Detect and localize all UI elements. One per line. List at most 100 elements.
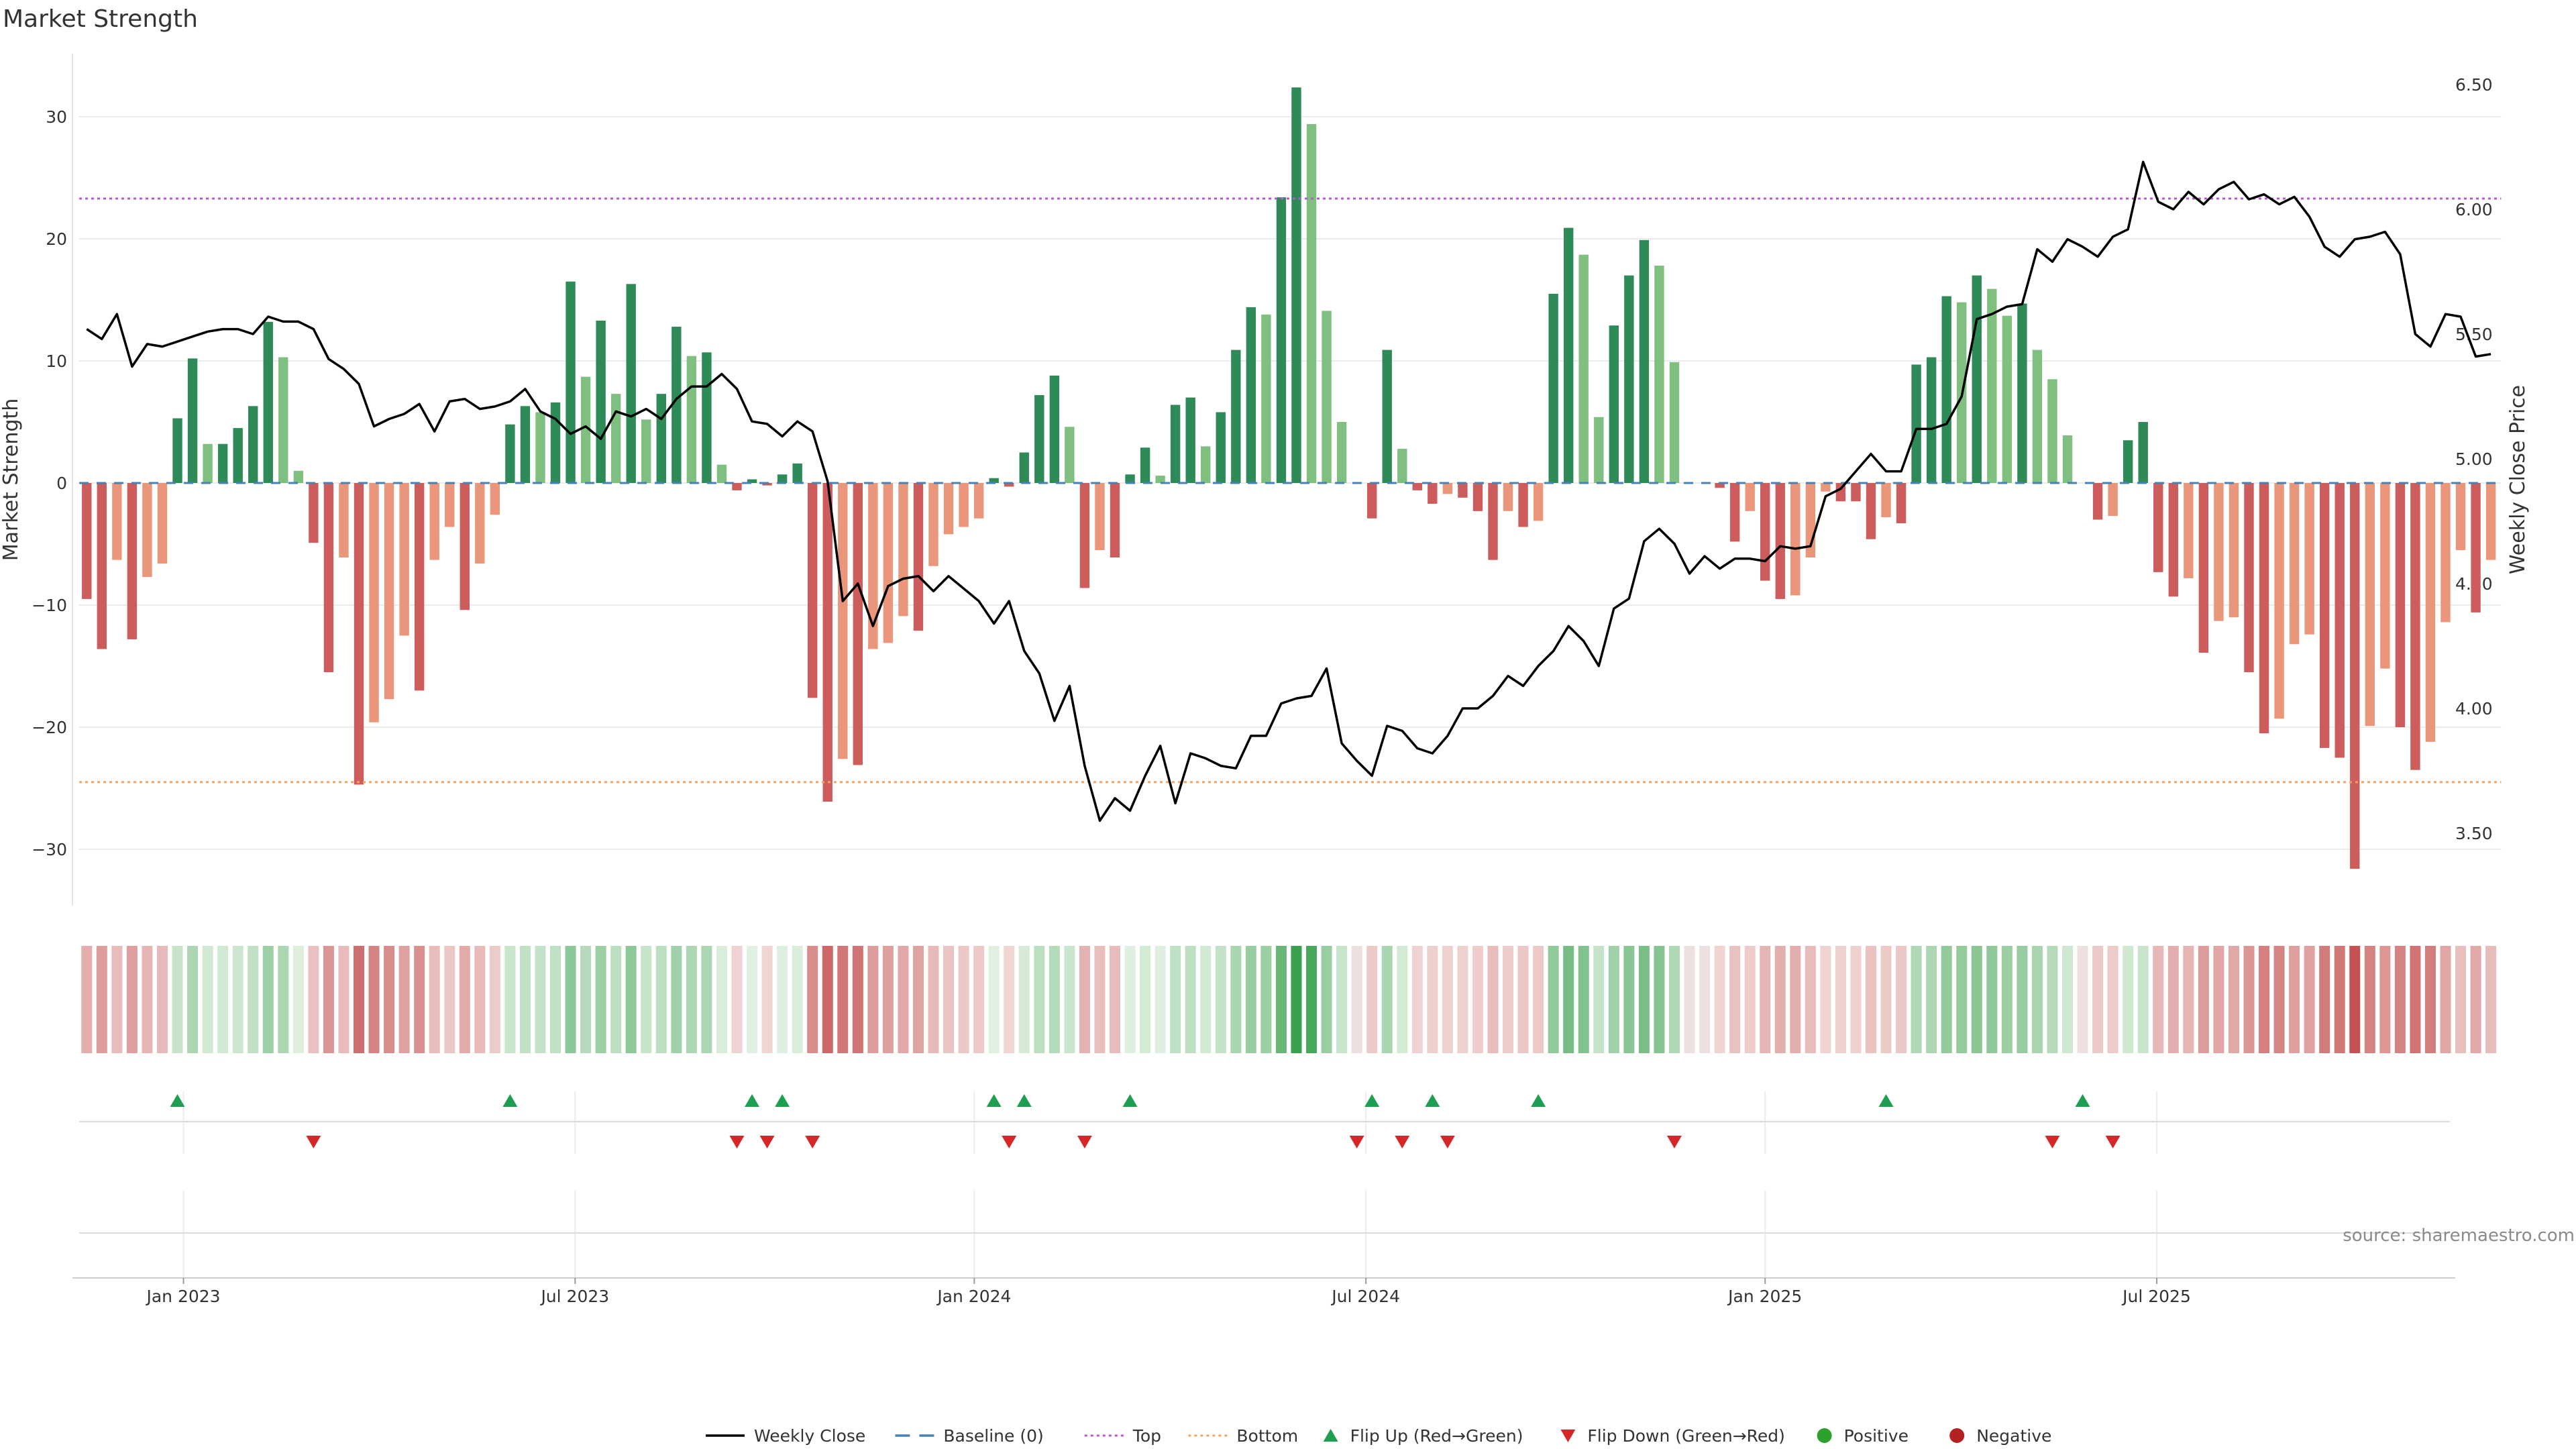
heat-cell — [414, 946, 425, 1053]
heat-cell — [1381, 946, 1393, 1053]
heat-cell — [2107, 946, 2118, 1053]
strength-bar — [1972, 275, 1982, 483]
flip-up-marker — [1122, 1094, 1138, 1107]
heat-cell — [2031, 946, 2043, 1053]
flip-up-marker — [986, 1094, 1002, 1107]
strength-bar — [747, 479, 757, 483]
strength-bar — [1201, 446, 1211, 483]
strength-bar — [1170, 405, 1181, 483]
strength-bar — [672, 327, 682, 483]
strength-bar — [2153, 483, 2163, 572]
heat-cell — [2379, 946, 2391, 1053]
heat-cell — [1941, 946, 1952, 1053]
strength-bar — [656, 394, 666, 483]
legend-label: Positive — [1844, 1426, 1909, 1446]
heat-cell — [852, 946, 863, 1053]
right-tick-label: 5.50 — [2455, 325, 2493, 344]
flip-down-marker — [1002, 1136, 1017, 1148]
strength-bar — [127, 483, 138, 639]
strength-bar — [1790, 483, 1801, 596]
strength-bar — [566, 281, 576, 483]
heat-cell — [474, 946, 486, 1053]
right-axis-ticks: 6.506.005.505.004.504.003.50 — [2455, 75, 2493, 843]
heat-cell — [1079, 946, 1090, 1053]
heat-cell — [1321, 946, 1332, 1053]
heat-cell — [2273, 946, 2285, 1053]
heat-cell — [2017, 946, 2028, 1053]
strength-bar — [2002, 315, 2012, 483]
heat-cell — [1699, 946, 1711, 1053]
strength-bar — [384, 483, 394, 700]
heat-cell — [1774, 946, 1786, 1053]
flip-up-marker — [775, 1094, 790, 1107]
strength-bar — [2304, 483, 2314, 635]
strength-bar — [1533, 483, 1544, 521]
heat-cell — [1714, 946, 1725, 1053]
right-tick-label: 3.50 — [2455, 824, 2493, 843]
heat-cell — [1457, 946, 1468, 1053]
legend-item-baseline: Baseline (0) — [895, 1426, 1044, 1446]
heat-cell — [1049, 946, 1060, 1053]
strength-bar — [1034, 394, 1044, 483]
x-tick-label: Jan 2023 — [145, 1287, 220, 1306]
heat-cell — [1109, 946, 1120, 1053]
strength-bar — [777, 474, 788, 483]
heat-cell — [81, 946, 93, 1053]
heat-cell — [2228, 946, 2239, 1053]
strength-bar — [1382, 350, 1392, 483]
strength-bar — [1472, 483, 1483, 511]
strength-bar — [838, 483, 848, 759]
heat-cell — [973, 946, 985, 1053]
strength-bar — [414, 483, 425, 691]
heat-cell — [1306, 946, 1318, 1053]
strength-bar — [2047, 379, 2057, 483]
heat-cell — [535, 946, 546, 1053]
heat-cell — [1351, 946, 1362, 1053]
strength-bar — [1276, 197, 1287, 483]
strength-bar — [1911, 364, 1921, 483]
strength-bar — [2289, 483, 2300, 645]
strength-bar — [610, 394, 621, 483]
heat-cell — [1291, 946, 1302, 1053]
heat-cell — [2167, 946, 2179, 1053]
heat-cell — [610, 946, 622, 1053]
heat-cell — [202, 946, 213, 1053]
strength-bar — [1881, 483, 1891, 517]
heat-cell — [1503, 946, 1514, 1053]
heat-cell — [1275, 946, 1287, 1053]
strength-bar — [142, 483, 152, 578]
strength-bar — [505, 424, 515, 483]
strength-bar — [1503, 483, 1513, 511]
strength-bar — [2138, 422, 2148, 483]
heat-cell — [701, 946, 712, 1053]
strength-bar — [369, 483, 379, 722]
heat-cell — [882, 946, 894, 1053]
flip-up-marker — [1425, 1094, 1440, 1107]
heat-cell — [550, 946, 561, 1053]
flip-down-marker — [1666, 1136, 1682, 1148]
heat-cell — [1034, 946, 1045, 1053]
strength-bar — [157, 483, 168, 564]
strength-bar — [460, 483, 470, 610]
heat-cell — [625, 946, 637, 1053]
strength-bar — [1019, 452, 1029, 483]
strength-bar — [2350, 483, 2360, 869]
heat-cell — [2424, 946, 2436, 1053]
left-tick-label: 30 — [46, 107, 67, 127]
right-tick-label: 5.00 — [2455, 449, 2493, 469]
strength-bar — [475, 483, 485, 564]
heat-cell — [1094, 946, 1106, 1053]
heat-cell — [323, 946, 334, 1053]
strength-bar — [792, 463, 802, 483]
strength-bar — [217, 443, 228, 483]
strength-bar — [1654, 266, 1664, 483]
heat-cell — [731, 946, 743, 1053]
strength-bar — [2319, 483, 2330, 748]
strength-bar — [580, 376, 591, 483]
heat-cell — [837, 946, 849, 1053]
legend-item-up: Flip Up (Red→Green) — [1323, 1426, 1523, 1446]
flip-markers — [170, 1094, 2121, 1148]
strength-bar — [172, 418, 182, 483]
heat-cell — [1820, 946, 1831, 1053]
